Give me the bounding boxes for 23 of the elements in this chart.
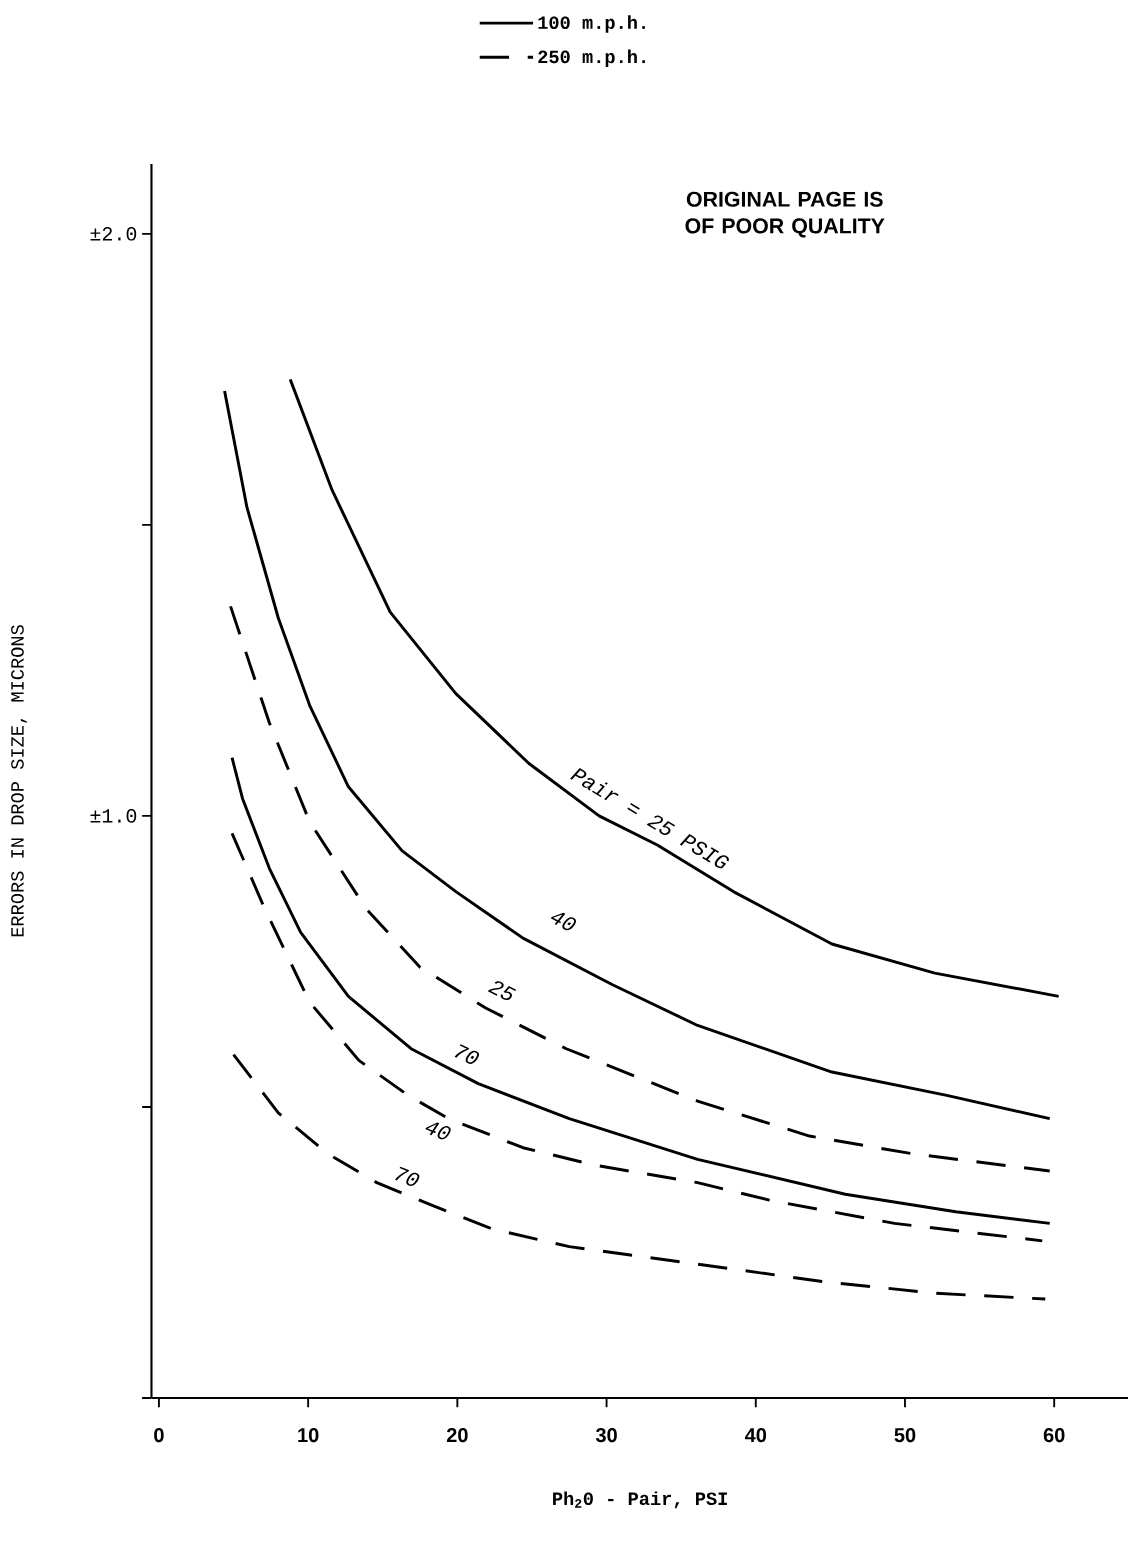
x-tick-label: 40: [744, 1428, 767, 1443]
x-tick-label: 0: [154, 1428, 164, 1443]
x-tick-label: 60: [1043, 1428, 1065, 1443]
legend-label: 250 m.p.h.: [538, 49, 645, 67]
annotation: 70: [454, 1044, 480, 1064]
annotation: 40: [550, 912, 577, 931]
y-axis-title: ERRORS IN DROP SIZE, MICRONS: [11, 625, 27, 937]
annotation: 25: [487, 981, 517, 1001]
annotation: Pair = 25 PSIG: [570, 768, 729, 869]
line-series: [288, 377, 1061, 998]
x-axis-title: Ph$_{2}$0 - Pair, PSI: [553, 1491, 727, 1509]
line-series: [230, 756, 1052, 1225]
x-tick-label: 10: [298, 1428, 319, 1443]
annotation: 40: [425, 1122, 451, 1140]
line-series: [223, 389, 1052, 1121]
annotation: 70: [395, 1166, 420, 1186]
x-tick-label: 20: [446, 1428, 468, 1443]
annotation: ORIGINAL PAGE IS OF POOR QUALITY: [685, 191, 885, 238]
x-tick-label: 30: [595, 1428, 617, 1443]
y-tick-label: ±2.0: [90, 227, 137, 241]
legend-label: 100 m.p.h.: [538, 15, 645, 33]
y-tick-label: ±1.0: [90, 809, 137, 823]
x-tick-label: 50: [894, 1428, 916, 1443]
